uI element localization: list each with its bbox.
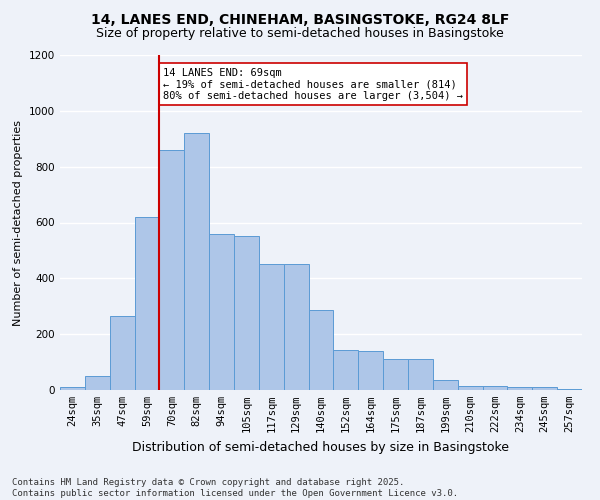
Bar (358, 351, 383, 390)
X-axis label: Distribution of semi-detached houses by size in Basingstoke: Distribution of semi-detached houses by … (133, 440, 509, 454)
Bar (234, 236, 259, 390)
Bar (60, 387, 85, 390)
Bar (259, 264, 284, 390)
Bar (184, 133, 209, 390)
Bar (160, 150, 184, 390)
Y-axis label: Number of semi-detached properties: Number of semi-detached properties (13, 120, 23, 326)
Bar (433, 380, 458, 390)
Text: 14 LANES END: 69sqm
← 19% of semi-detached houses are smaller (814)
80% of semi-: 14 LANES END: 69sqm ← 19% of semi-detach… (163, 68, 463, 101)
Text: Contains HM Land Registry data © Crown copyright and database right 2025.
Contai: Contains HM Land Registry data © Crown c… (12, 478, 458, 498)
Bar (458, 386, 482, 390)
Bar (308, 310, 334, 390)
Bar (508, 387, 532, 390)
Bar (334, 350, 358, 390)
Text: Size of property relative to semi-detached houses in Basingstoke: Size of property relative to semi-detach… (96, 28, 504, 40)
Text: 14, LANES END, CHINEHAM, BASINGSTOKE, RG24 8LF: 14, LANES END, CHINEHAM, BASINGSTOKE, RG… (91, 12, 509, 26)
Bar (557, 388, 582, 390)
Bar (383, 360, 408, 390)
Bar (85, 376, 110, 390)
Bar (209, 234, 234, 390)
Bar (110, 316, 134, 390)
Bar (284, 264, 308, 390)
Bar (532, 387, 557, 390)
Bar (134, 217, 160, 390)
Bar (482, 386, 508, 390)
Bar (408, 360, 433, 390)
